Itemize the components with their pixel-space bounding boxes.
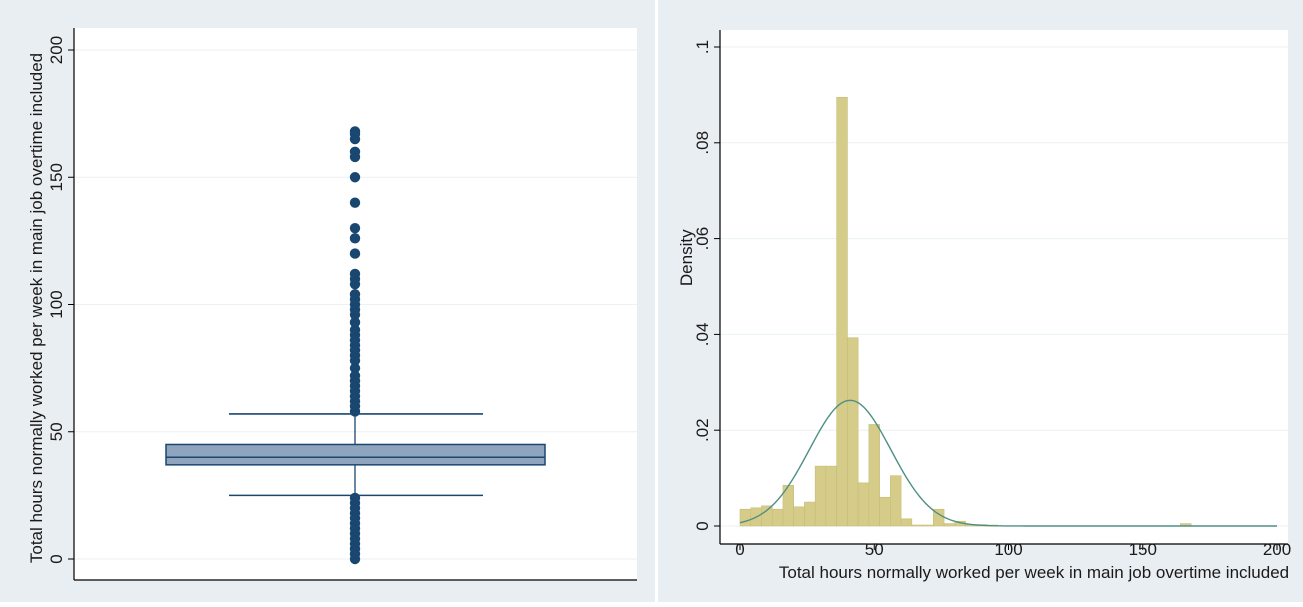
outlier-point xyxy=(349,317,361,328)
hist-x-tick-label: 0 xyxy=(735,540,744,559)
histogram-bar xyxy=(879,496,891,527)
histogram-bar xyxy=(825,465,837,527)
outlier-point xyxy=(349,289,361,300)
histogram-bar xyxy=(761,505,773,527)
histogram-bar xyxy=(857,482,870,527)
hist-x-tick-label: 50 xyxy=(865,540,884,559)
outlier-point xyxy=(349,370,361,381)
histogram-bar xyxy=(836,96,848,527)
hist-x-tick-label: 150 xyxy=(1129,540,1157,559)
histogram-bar xyxy=(922,524,934,527)
hist-y-tick-label: 0 xyxy=(693,521,712,530)
outlier-point xyxy=(349,146,361,157)
histogram-bar xyxy=(890,475,902,527)
box-y-tick-label: 50 xyxy=(47,422,66,441)
outlier-point xyxy=(349,492,361,504)
outlier-point xyxy=(349,172,361,183)
hist-x-axis-title: Total hours normally worked per week in … xyxy=(779,563,1289,582)
hist-plot-area xyxy=(720,30,1288,544)
histogram-panel: 0 .02 .04 .06 .08 .1 0 50 100 150 200 Total hours n… xyxy=(658,0,1303,602)
hist-x-tick-label: 200 xyxy=(1263,540,1291,559)
box-y-tick-label: 0 xyxy=(47,554,66,563)
outlier-point xyxy=(349,233,361,244)
box-plot-panel: 0 50 100 150 200 Total hours normally worked … xyxy=(0,0,655,602)
histogram-bar xyxy=(771,508,784,527)
interquartile-box xyxy=(165,443,546,466)
hist-y-tick-label: .04 xyxy=(693,323,712,347)
hist-y-axis-title: Density xyxy=(677,229,696,286)
outlier-point xyxy=(349,248,361,259)
box-y-tick-label: 150 xyxy=(47,163,66,191)
hist-y-tick-label: .02 xyxy=(693,418,712,442)
normal-density-curve xyxy=(739,399,1277,527)
outlier-point xyxy=(349,362,361,374)
histogram-bar xyxy=(814,465,827,527)
hist-y-tick-label: .06 xyxy=(693,227,712,251)
histogram-bar xyxy=(911,524,923,527)
histogram-chart: 0 .02 .04 .06 .08 .1 0 50 100 150 200 Total hours n… xyxy=(658,0,1303,602)
histogram-bar xyxy=(900,518,913,527)
box-y-tick-label: 200 xyxy=(47,36,66,64)
outlier-point xyxy=(349,126,361,137)
histogram-bar xyxy=(804,501,816,527)
histogram-bar xyxy=(739,508,752,527)
outlier-point xyxy=(349,268,361,280)
box-y-axis-title: Total hours normally worked per week in … xyxy=(27,53,46,563)
histogram-bar xyxy=(847,337,859,527)
outlier-point xyxy=(349,222,361,234)
hist-y-tick-label: .1 xyxy=(693,40,712,54)
outlier-point xyxy=(349,324,361,336)
hist-y-tick-label: .08 xyxy=(693,131,712,155)
hist-x-tick-label: 100 xyxy=(994,540,1022,559)
box-y-tick-label: 100 xyxy=(47,290,66,318)
histogram-bar xyxy=(868,424,880,527)
histogram-bar xyxy=(943,523,956,527)
histogram-bar xyxy=(793,506,805,527)
outlier-point xyxy=(349,197,361,208)
